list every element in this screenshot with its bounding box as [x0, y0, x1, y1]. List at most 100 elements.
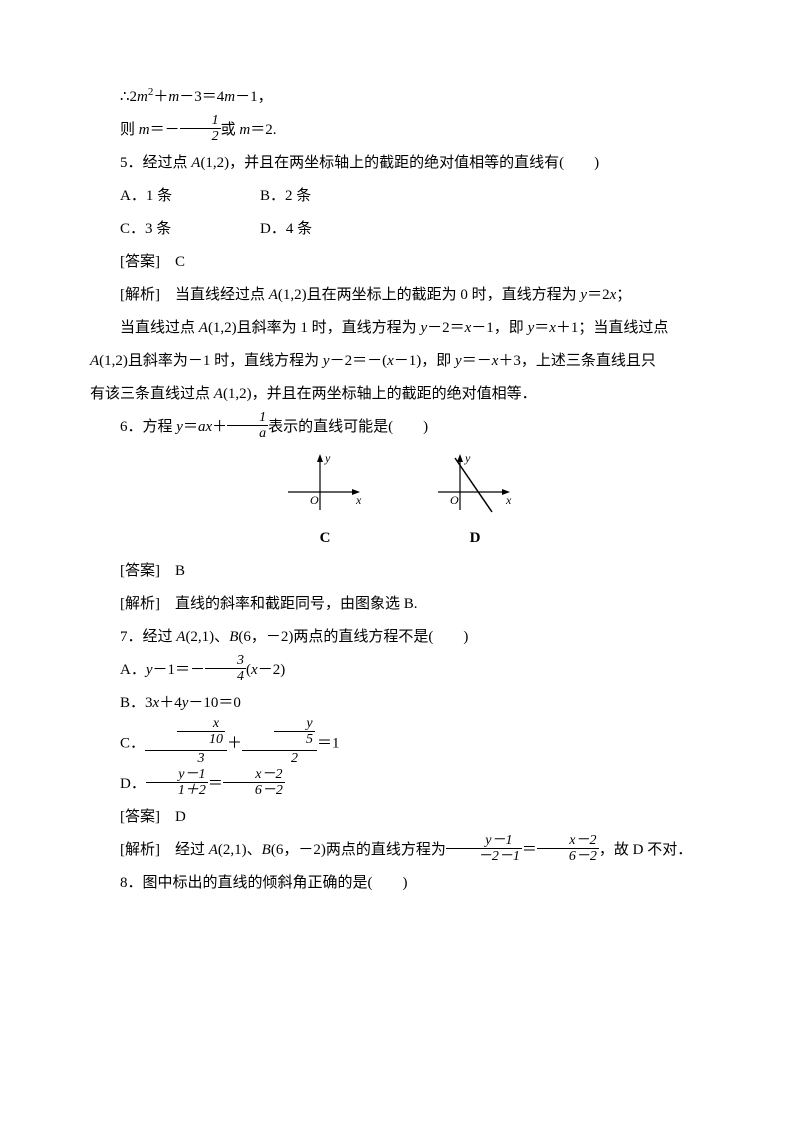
frac-top: x10	[145, 718, 227, 751]
q5-exp1: [解析] 当直线经过点 A(1,2)且在两坐标上的截距为 0 时，直线方程为 y…	[90, 279, 710, 312]
q8-stem: 8．图中标出的直线的倾斜角正确的是( )	[90, 867, 710, 900]
numerator: x－2	[223, 767, 285, 783]
text: 当直线过点	[120, 320, 199, 336]
var-y: y	[323, 353, 330, 369]
numerator: x－2	[537, 833, 599, 849]
text: ＝	[522, 842, 537, 858]
numerator: 3	[205, 653, 246, 669]
text: －1＝－	[153, 662, 206, 678]
fraction: x－26－2	[223, 767, 285, 799]
graph-d-svg: y x O	[430, 450, 520, 520]
numerator: y－1	[446, 833, 522, 849]
fraction: y－11＋2	[146, 767, 208, 799]
text: (1,2)且斜率为 1 时，直线方程为	[208, 320, 421, 336]
text: C．	[120, 736, 145, 752]
text: ＋	[227, 736, 242, 752]
denominator: 3	[145, 751, 227, 766]
text: ；	[616, 287, 631, 303]
text: ＋	[153, 89, 168, 105]
q6-answer: [答案] B	[90, 555, 710, 588]
option-a: A．1 条	[90, 180, 230, 213]
denominator: a	[227, 426, 268, 441]
text: ＋4	[159, 695, 182, 711]
text: 6．方程	[120, 419, 176, 435]
numerator: y－1	[146, 767, 208, 783]
text: －1)，即	[394, 353, 455, 369]
text: －2)	[258, 662, 286, 678]
denominator: 6－2	[537, 849, 599, 864]
text: (1,2)，并且在两坐标轴上的截距的绝对值相等的直线有( )	[200, 155, 599, 171]
text: ＝	[208, 776, 223, 792]
svg-text:x: x	[355, 493, 362, 507]
denominator: 1＋2	[146, 783, 208, 798]
svg-text:x: x	[505, 493, 512, 507]
text: ＋	[212, 419, 227, 435]
option-c: C．3 条	[90, 213, 230, 246]
svg-text:y: y	[324, 451, 331, 465]
q5-options-row1: A．1 条 B．2 条	[90, 180, 710, 213]
text: (1,2)，并且在两坐标轴上的截距的绝对值相等．	[223, 386, 537, 402]
q7-option-a: A．y－1＝－34(x－2)	[90, 654, 710, 687]
text: [解析] 当直线经过点	[120, 287, 269, 303]
figure-label-c: C	[280, 522, 370, 555]
text: －1，即	[471, 320, 527, 336]
inner-frac: y5	[274, 716, 315, 748]
text: －10＝0	[188, 695, 241, 711]
text: ＋3，上述三条直线且只	[498, 353, 656, 369]
fraction: y52	[242, 718, 317, 766]
numerator: 1	[180, 113, 221, 129]
var-a: A	[199, 320, 208, 336]
q7-stem: 7．经过 A(2,1)、B(6，－2)两点的直线方程不是( )	[90, 621, 710, 654]
denominator: －2－1	[446, 849, 522, 864]
text: ＝	[183, 419, 198, 435]
text: －3＝4	[179, 89, 224, 105]
option-d: D．4 条	[230, 213, 370, 246]
q5-answer: [答案] C	[90, 246, 710, 279]
text: B．3	[120, 695, 153, 711]
text: 有该三条直线过点	[90, 386, 214, 402]
text: 5．经过点	[120, 155, 191, 171]
text: D．	[120, 776, 146, 792]
var-m: m	[137, 89, 148, 105]
q7-answer: [答案] D	[90, 801, 710, 834]
graph-c-svg: y x O	[280, 450, 370, 520]
text: 则	[120, 122, 139, 138]
text: ＝	[534, 320, 549, 336]
denominator: 6－2	[223, 783, 285, 798]
q7-exp: [解析] 经过 A(2,1)、B(6，－2)两点的直线方程为y－1－2－1＝x－…	[90, 834, 710, 867]
var-m: m	[168, 89, 179, 105]
numerator: 1	[227, 410, 268, 426]
text: (2,1)、	[218, 842, 262, 858]
var-m: m	[139, 122, 150, 138]
text: 7．经过	[120, 629, 176, 645]
svg-text:O: O	[310, 493, 319, 507]
denominator: 2	[180, 129, 221, 144]
var-m: m	[239, 122, 250, 138]
var-y: y	[455, 353, 462, 369]
var-x: x	[251, 662, 258, 678]
text: (1,2)且在两坐标上的截距为 0 时，直线方程为	[278, 287, 581, 303]
var-a: A	[214, 386, 223, 402]
svg-text:y: y	[464, 451, 471, 465]
inner-frac: x10	[177, 716, 225, 748]
text: ＝－	[462, 353, 492, 369]
q5-exp3: A(1,2)且斜率为－1 时，直线方程为 y－2＝－(x－1)，即 y＝－x＋3…	[90, 345, 710, 378]
q4-line2: 则 m＝－12或 m＝2.	[90, 114, 710, 147]
fraction: x－26－2	[537, 833, 599, 865]
q7-option-d: D．y－11＋2＝x－26－2	[90, 768, 710, 801]
text: (6，－2)两点的直线方程不是( )	[238, 629, 468, 645]
option-b: B．2 条	[230, 180, 370, 213]
d: 10	[177, 732, 225, 747]
figure-label-d: D	[430, 522, 520, 555]
text: 表示的直线可能是( )	[268, 419, 428, 435]
text: ＝1	[317, 736, 340, 752]
text: [解析] 经过	[120, 842, 209, 858]
q5-exp4: 有该三条直线过点 A(1,2)，并且在两坐标轴上的截距的绝对值相等．	[90, 378, 710, 411]
var-y: y	[146, 662, 153, 678]
figure-c: y x O C	[280, 450, 370, 555]
fraction: y－1－2－1	[446, 833, 522, 865]
text: ＝2.	[250, 122, 276, 138]
q6-exp: [解析] 直线的斜率和截距同号，由图象选 B.	[90, 588, 710, 621]
figure-d: y x O D	[430, 450, 520, 555]
text: ＝－	[150, 122, 180, 138]
